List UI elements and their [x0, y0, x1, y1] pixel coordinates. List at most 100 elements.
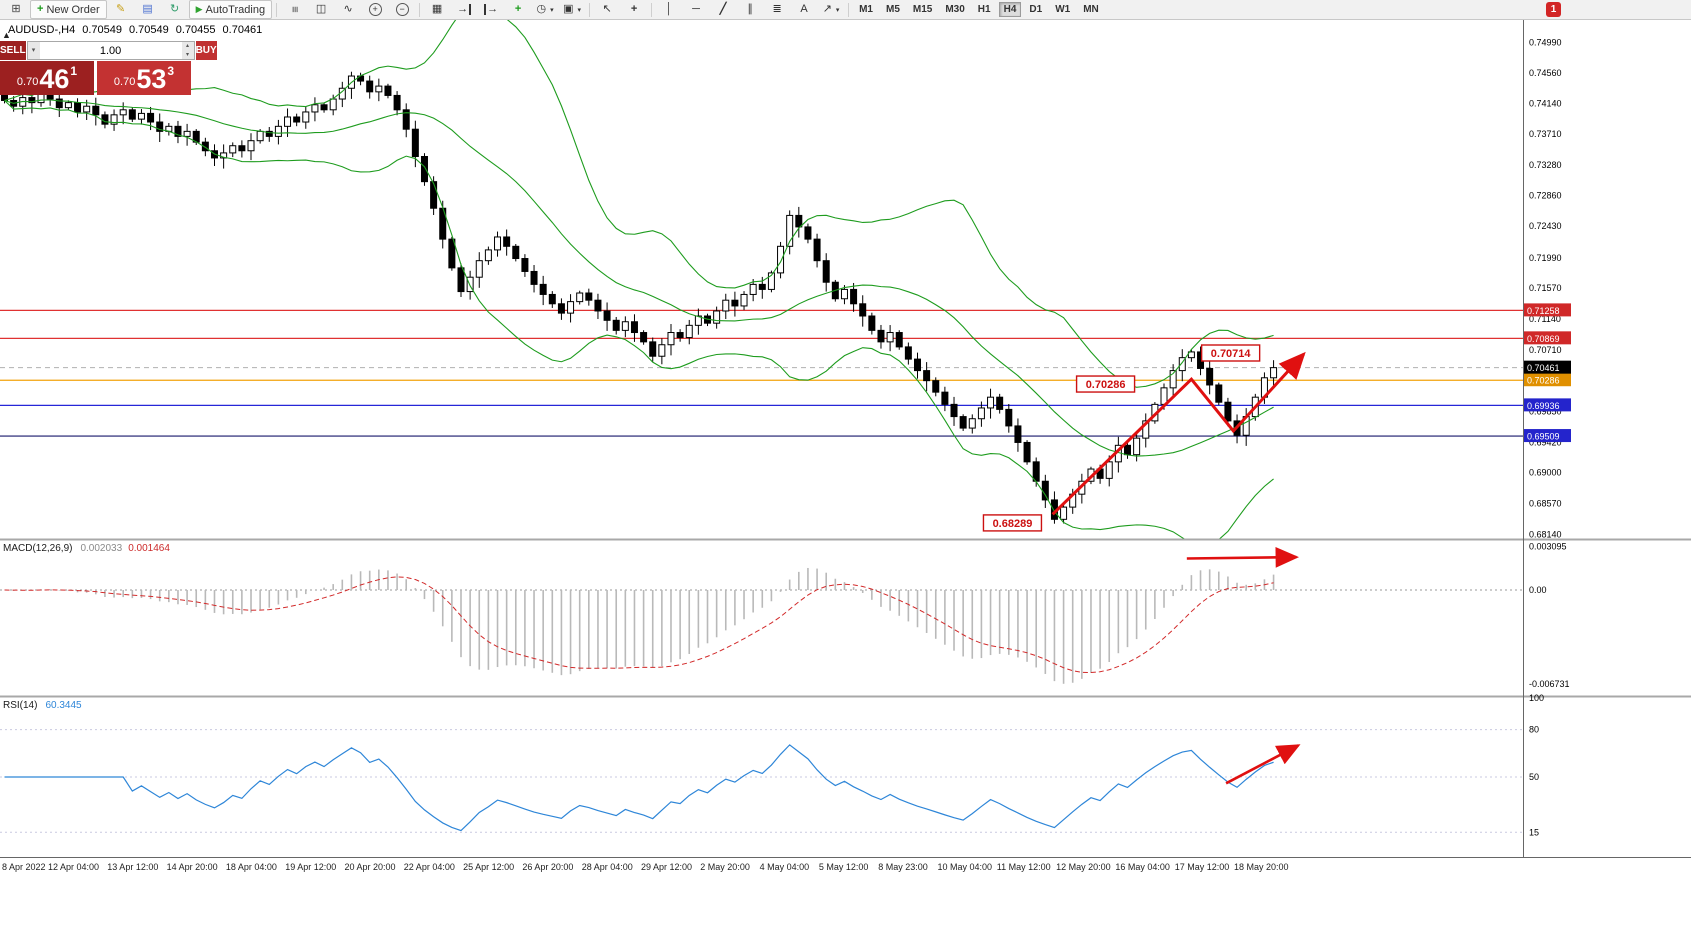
bar-low-value: 0.70455	[175, 24, 216, 36]
indicator-arrow[interactable]	[1225, 744, 1301, 785]
trendline-button[interactable]: ╱	[710, 0, 736, 19]
time-axis[interactable]	[0, 858, 1691, 882]
periods-button[interactable]: ◷ ▾	[532, 0, 558, 19]
svg-text:0.73280: 0.73280	[1529, 160, 1562, 170]
rsi-name: RSI(14)	[3, 700, 38, 711]
chart-shift-icon: →	[484, 4, 498, 15]
volume-decrease-button[interactable]: ▾	[181, 50, 194, 59]
price-callout-box[interactable]	[982, 514, 1043, 532]
buy-button[interactable]: BUY	[195, 41, 217, 60]
timeframe-button-m1[interactable]: M1	[859, 4, 873, 15]
sell-button[interactable]: SELL	[0, 41, 26, 60]
bar-open-value: 0.70549	[82, 24, 122, 36]
chart-shift-button[interactable]: →	[478, 0, 504, 19]
buy-price-prefix: 0.70	[113, 76, 136, 88]
svg-text:12 May 20:00: 12 May 20:00	[1056, 862, 1111, 872]
zoom-out-button[interactable]: −	[389, 0, 415, 19]
trend-arrow[interactable]	[1051, 351, 1306, 516]
new-chart-button[interactable]: ⊞	[3, 0, 29, 19]
auto-scroll-button[interactable]: →	[451, 0, 477, 19]
autotrading-button[interactable]: ▶ AutoTrading	[188, 0, 273, 19]
crosshair-icon: +	[630, 3, 638, 15]
svg-text:10 May 04:00: 10 May 04:00	[938, 862, 993, 872]
svg-text:80: 80	[1529, 725, 1539, 735]
crosshair-button[interactable]: +	[621, 0, 647, 19]
svg-text:0.003095: 0.003095	[1529, 542, 1567, 552]
volume-increase-button[interactable]: ▴	[181, 42, 194, 51]
svg-text:20 Apr 20:00: 20 Apr 20:00	[345, 862, 396, 872]
channel-button[interactable]: ∥	[737, 0, 763, 19]
bar-chart-button[interactable]: ≡	[281, 0, 307, 19]
symbol-period-label: AUDUSD-,H4	[8, 24, 76, 36]
macd-indicator-label: MACD(12,26,9) 0.002033 0.001464	[3, 543, 170, 554]
svg-text:4 May 04:00: 4 May 04:00	[760, 862, 810, 872]
notifications-badge[interactable]: 1	[1546, 2, 1561, 17]
timeframe-button-mn[interactable]: MN	[1083, 4, 1099, 15]
svg-text:8 Apr 2022: 8 Apr 2022	[2, 862, 46, 872]
svg-text:0.71570: 0.71570	[1529, 283, 1562, 293]
metaeditor-button[interactable]: ✎	[108, 0, 134, 19]
svg-text:25 Apr 12:00: 25 Apr 12:00	[463, 862, 514, 872]
candlestick-button[interactable]: ◫	[308, 0, 334, 19]
price-callout-box[interactable]	[1200, 344, 1261, 362]
svg-text:50: 50	[1529, 772, 1539, 782]
svg-text:29 Apr 12:00: 29 Apr 12:00	[641, 862, 692, 872]
svg-text:0.70869: 0.70869	[1527, 334, 1560, 344]
arrows-button[interactable]: ↗ ▾	[818, 0, 844, 19]
timeframe-button-m15[interactable]: M15	[912, 4, 933, 15]
rsi-panel	[0, 729, 1523, 833]
auto-scroll-icon: →	[457, 4, 472, 15]
svg-text:0.71990: 0.71990	[1529, 253, 1562, 263]
vertical-line-button[interactable]: │	[656, 0, 682, 19]
svg-text:12 Apr 04:00: 12 Apr 04:00	[48, 862, 99, 872]
line-chart-button[interactable]: ∿	[335, 0, 361, 19]
volume-dropdown-caret-icon[interactable]: ▾	[27, 42, 40, 59]
indicator-arrow[interactable]	[1186, 546, 1299, 568]
channel-icon: ∥	[747, 3, 753, 15]
data-window-icon: ▤	[142, 3, 153, 15]
new-order-button[interactable]: + New Order	[30, 0, 107, 19]
horizontal-line-button[interactable]: ─	[683, 0, 709, 19]
chart-ohlc-header: AUDUSD-,H4 0.70549 0.70549 0.70455 0.70461	[8, 24, 269, 36]
main-chart-plot[interactable]	[0, 20, 1523, 539]
rsi-indicator-label: RSI(14) 60.3445	[3, 700, 82, 711]
refresh-button[interactable]: ↻	[162, 0, 188, 19]
timeframe-button-m5[interactable]: M5	[885, 4, 900, 15]
one-click-collapse-icon[interactable]: ▲	[2, 30, 11, 40]
main-chart-panel	[0, 20, 1523, 539]
refresh-icon: ↻	[170, 3, 180, 15]
dropdown-caret-icon: ▾	[577, 6, 582, 14]
macd-name: MACD(12,26,9)	[3, 543, 73, 554]
fibonacci-button[interactable]: ≣	[764, 0, 790, 19]
indicators-icon: +	[514, 3, 522, 15]
timeframe-button-w1[interactable]: W1	[1055, 4, 1071, 15]
new-order-label: New Order	[46, 3, 100, 16]
volume-spinner: ▴ ▾	[181, 42, 194, 59]
svg-text:5 May 12:00: 5 May 12:00	[819, 862, 869, 872]
price-callout-box[interactable]	[1075, 375, 1136, 393]
buy-price-button[interactable]: 0.70 53 3	[97, 61, 191, 95]
sell-price-pips: 46	[39, 64, 70, 94]
toolbar-separator	[848, 2, 850, 17]
svg-text:28 Apr 04:00: 28 Apr 04:00	[582, 862, 633, 872]
timeframe-button-d1[interactable]: D1	[1029, 4, 1043, 15]
timeframe-button-h1[interactable]: H1	[977, 4, 991, 15]
trendline-icon: ╱	[719, 3, 727, 15]
templates-button[interactable]: ▣ ▾	[559, 0, 585, 19]
cursor-button[interactable]: ↖	[594, 0, 620, 19]
sell-price-button[interactable]: 0.70 46 1	[0, 61, 94, 95]
tile-windows-button[interactable]: ▦	[424, 0, 450, 19]
indicators-button[interactable]: +	[505, 0, 531, 19]
svg-text:-0.006731: -0.006731	[1529, 679, 1570, 689]
data-window-button[interactable]: ▤	[135, 0, 161, 19]
text-button[interactable]: A	[791, 0, 817, 19]
timeframe-button-h4[interactable]: H4	[998, 2, 1022, 17]
zoom-in-button[interactable]: +	[362, 0, 388, 19]
rsi-line	[4, 744, 1274, 832]
price-axis[interactable]	[1524, 20, 1691, 857]
svg-text:2 May 20:00: 2 May 20:00	[700, 862, 750, 872]
svg-text:19 Apr 12:00: 19 Apr 12:00	[285, 862, 336, 872]
timeframe-button-m30[interactable]: M30	[945, 4, 965, 15]
volume-input[interactable]	[39, 42, 182, 59]
